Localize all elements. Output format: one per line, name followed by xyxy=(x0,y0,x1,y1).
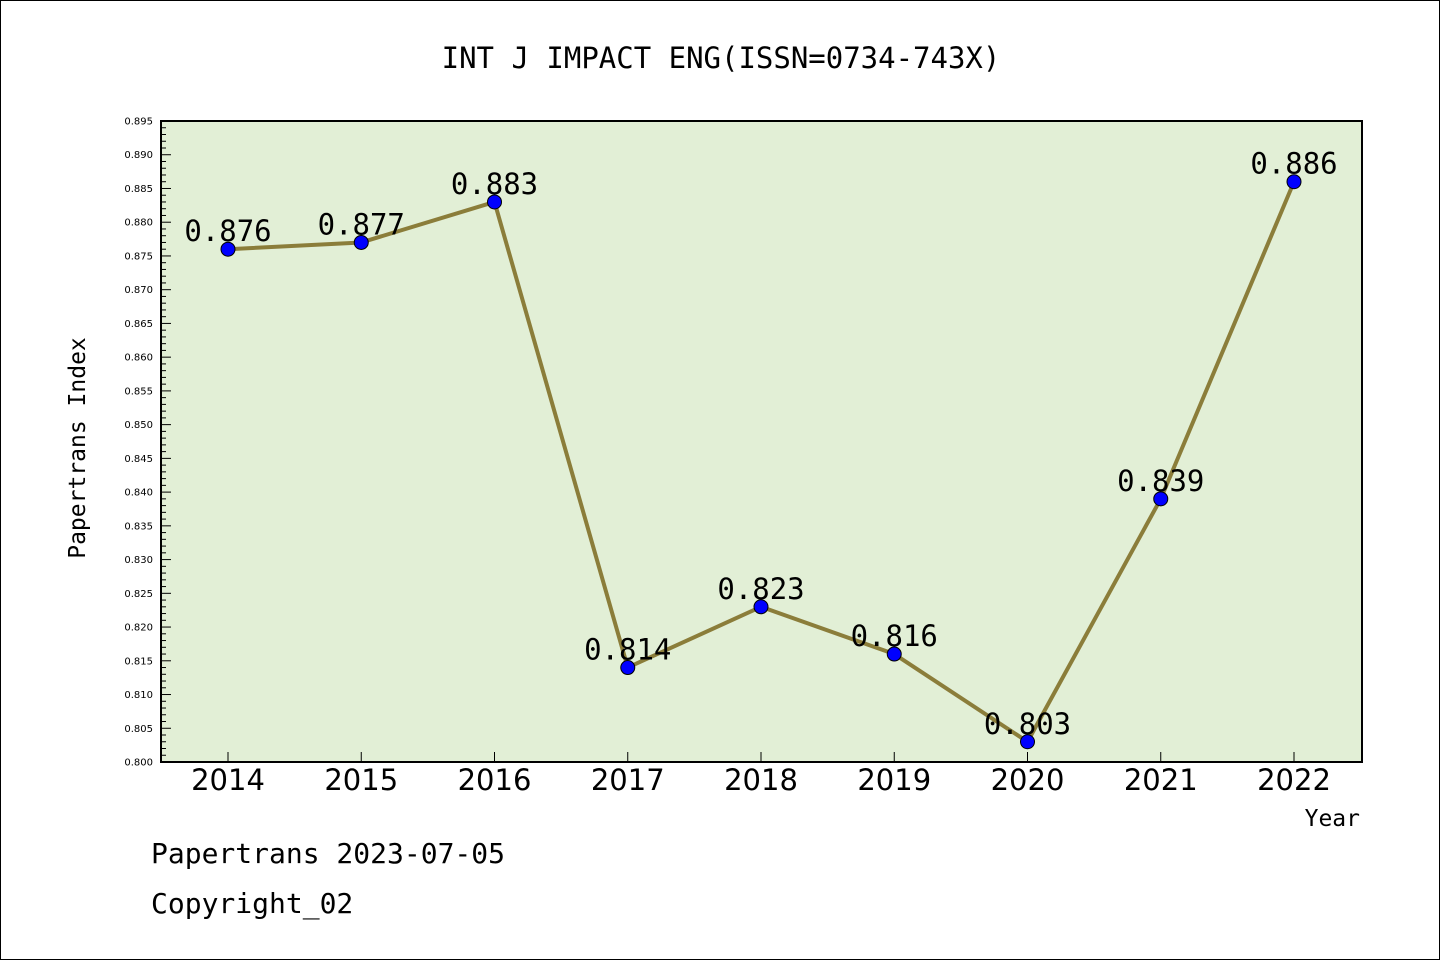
data-label: 0.803 xyxy=(984,707,1071,741)
y-tick-label: 0.860 xyxy=(124,353,153,364)
y-tick-label: 0.885 xyxy=(124,184,153,195)
y-tick-label: 0.890 xyxy=(124,150,153,161)
y-tick-label: 0.845 xyxy=(124,454,153,465)
y-tick-label: 0.880 xyxy=(124,218,153,229)
data-label: 0.876 xyxy=(184,214,271,248)
y-tick-label: 0.800 xyxy=(124,758,153,769)
x-tick-label: 2016 xyxy=(458,763,532,797)
data-point xyxy=(886,646,902,662)
x-tick-label: 2014 xyxy=(191,763,265,797)
y-tick-label: 0.870 xyxy=(124,285,153,296)
y-tick-label: 0.840 xyxy=(124,488,153,499)
x-axis: 2014 2015 2016 2017 2018 2019 2020 2021 2022 xyxy=(191,752,1331,797)
y-axis-label: Papertrans Index xyxy=(65,337,91,559)
x-tick-label: 2020 xyxy=(991,763,1065,797)
data-label: 0.814 xyxy=(584,633,671,667)
x-axis-label: Year xyxy=(1305,806,1360,832)
data-label: 0.823 xyxy=(717,572,804,606)
y-tick-label: 0.850 xyxy=(124,420,153,431)
data-label: 0.886 xyxy=(1250,147,1337,181)
data-point xyxy=(1020,734,1035,750)
y-tick-label: 0.820 xyxy=(124,623,153,634)
y-tick-label: 0.810 xyxy=(124,690,153,701)
y-tick-label: 0.830 xyxy=(124,555,153,566)
series-marker-group xyxy=(220,174,1302,750)
data-label: 0.839 xyxy=(1117,464,1204,498)
data-point xyxy=(220,241,236,257)
y-tick-label: 0.825 xyxy=(124,589,153,600)
x-tick-label: 2021 xyxy=(1124,763,1198,797)
data-point xyxy=(487,194,502,210)
x-tick-label: 2015 xyxy=(324,763,398,797)
y-tick-label: 0.815 xyxy=(124,656,153,667)
data-label: 0.816 xyxy=(851,619,938,653)
y-tick-label: 0.855 xyxy=(124,386,153,397)
y-tick-label: 0.805 xyxy=(124,724,153,735)
data-point xyxy=(753,599,769,615)
footer-copyright-text: Copyright_02 xyxy=(151,887,354,920)
y-tick-label: 0.895 xyxy=(124,117,153,128)
y-tick-label: 0.835 xyxy=(124,521,153,532)
data-point xyxy=(620,660,636,676)
data-label: 0.877 xyxy=(318,207,405,241)
y-axis: 0.800 0.805 0.810 0.815 0.820 0.825 0.830 0.835… xyxy=(124,117,171,769)
x-tick-label: 2022 xyxy=(1257,763,1331,797)
footer-date-text: Papertrans 2023-07-05 xyxy=(151,837,506,870)
x-tick-label: 2018 xyxy=(724,763,798,797)
data-point xyxy=(353,234,369,250)
plot-area xyxy=(160,120,1363,763)
data-label: 0.883 xyxy=(451,167,538,201)
y-tick-label: 0.865 xyxy=(124,319,153,330)
data-point xyxy=(1286,174,1302,190)
data-label-group: 0.876 0.877 0.883 0.814 0.823 0.816 0.803 0.839… xyxy=(184,147,1337,741)
chart-title: INT J IMPACT ENG(ISSN=0734-743X) xyxy=(442,41,1001,75)
y-tick-label: 0.875 xyxy=(124,251,153,262)
x-tick-label: 2017 xyxy=(591,763,665,797)
data-point xyxy=(1153,491,1169,507)
x-tick-label: 2019 xyxy=(857,763,931,797)
